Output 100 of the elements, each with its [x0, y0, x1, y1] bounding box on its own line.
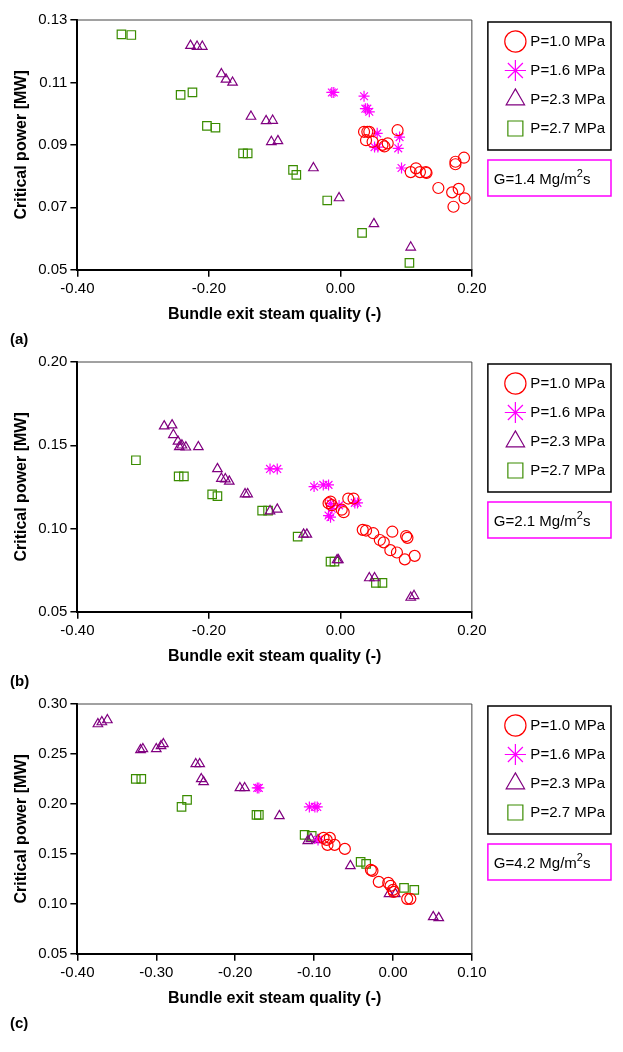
- point: [409, 885, 420, 895]
- point: [452, 182, 465, 196]
- point: [333, 191, 345, 202]
- point: [298, 528, 309, 538]
- legend-label: P=2.7 MPa: [530, 460, 606, 478]
- point: [126, 30, 137, 40]
- legend-label: P=2.7 MPa: [530, 118, 606, 136]
- point: [193, 440, 204, 451]
- point: [447, 200, 460, 213]
- point: [180, 441, 192, 451]
- point: [291, 170, 302, 180]
- point: [210, 122, 221, 133]
- x-tick-label: 0.20: [457, 278, 487, 296]
- x-tick-label: -0.40: [60, 962, 95, 980]
- y-tick-label: 0.15: [38, 435, 68, 453]
- point: [328, 838, 341, 851]
- x-tick-label: 0.00: [378, 962, 408, 980]
- point: [179, 471, 189, 482]
- point: [227, 76, 238, 86]
- point: [131, 455, 141, 466]
- point: [292, 531, 303, 542]
- point: [356, 523, 369, 536]
- legend-label: P=2.3 MPa: [530, 89, 606, 107]
- point: [345, 859, 356, 870]
- point: [271, 503, 283, 513]
- point: [245, 110, 257, 120]
- point: [272, 134, 284, 145]
- x-axis-title: Bundle exit steam quality (-): [167, 304, 382, 322]
- point: [458, 192, 471, 205]
- legend-label: P=2.3 MPa: [530, 773, 606, 791]
- point: [363, 571, 375, 582]
- point: [383, 887, 395, 898]
- point: [355, 857, 366, 867]
- point: [190, 757, 202, 768]
- legend-label: P=2.7 MPa: [530, 802, 606, 820]
- point: [301, 528, 313, 538]
- point: [257, 505, 267, 516]
- y-tick-label: 0.20: [38, 352, 68, 370]
- x-tick-label: -0.20: [191, 278, 226, 296]
- point: [220, 73, 232, 83]
- point: [399, 883, 409, 893]
- point: [207, 489, 218, 500]
- point: [357, 90, 371, 103]
- point: [187, 87, 198, 98]
- point: [102, 713, 113, 724]
- point: [136, 774, 147, 784]
- x-tick-label: -0.40: [60, 620, 95, 638]
- point: [392, 142, 405, 155]
- point: [368, 217, 380, 228]
- point: [168, 428, 179, 439]
- point: [234, 781, 246, 792]
- text: (a): [10, 330, 29, 348]
- point: [150, 742, 162, 753]
- point: [172, 435, 184, 445]
- point: [242, 148, 253, 159]
- point: [216, 67, 227, 78]
- point: [432, 181, 445, 195]
- point: [395, 161, 408, 175]
- point: [369, 571, 380, 582]
- point: [307, 480, 321, 493]
- point: [158, 420, 170, 430]
- point: [92, 717, 104, 728]
- legend-label: P=1.0 MPa: [530, 715, 606, 733]
- point: [299, 830, 310, 840]
- point: [409, 162, 423, 175]
- x-tick-label: -0.30: [139, 962, 174, 980]
- point: [433, 911, 445, 922]
- point: [308, 161, 319, 172]
- point: [371, 577, 381, 588]
- point: [347, 492, 360, 505]
- x-tick-label: 0.10: [457, 962, 487, 980]
- point: [404, 258, 415, 268]
- x-tick-label: -0.20: [218, 962, 253, 980]
- legend-label: P=2.3 MPa: [530, 431, 606, 449]
- text: (b): [10, 672, 30, 690]
- point: [391, 124, 404, 137]
- point: [342, 492, 355, 505]
- point: [173, 471, 184, 482]
- y-tick-label: 0.07: [38, 197, 68, 215]
- point: [361, 859, 371, 869]
- point: [393, 130, 406, 144]
- x-axis-title: Bundle exit steam quality (-): [167, 988, 382, 1006]
- point: [446, 186, 459, 199]
- point: [116, 29, 127, 40]
- point: [366, 135, 379, 148]
- legend-label: P=1.0 MPa: [530, 31, 606, 49]
- point: [176, 802, 187, 812]
- point: [322, 195, 333, 206]
- y-tick-label: 0.20: [38, 794, 68, 812]
- text: (c): [10, 1014, 29, 1032]
- y-tick-label: 0.05: [38, 259, 68, 277]
- point: [303, 800, 316, 814]
- point: [191, 40, 203, 50]
- y-axis-title: Critical power [MW]: [12, 412, 30, 562]
- point: [196, 40, 208, 50]
- legend-label: P=1.6 MPa: [530, 60, 606, 78]
- point: [288, 165, 298, 175]
- point: [182, 795, 192, 805]
- point: [212, 491, 223, 501]
- point: [372, 875, 385, 888]
